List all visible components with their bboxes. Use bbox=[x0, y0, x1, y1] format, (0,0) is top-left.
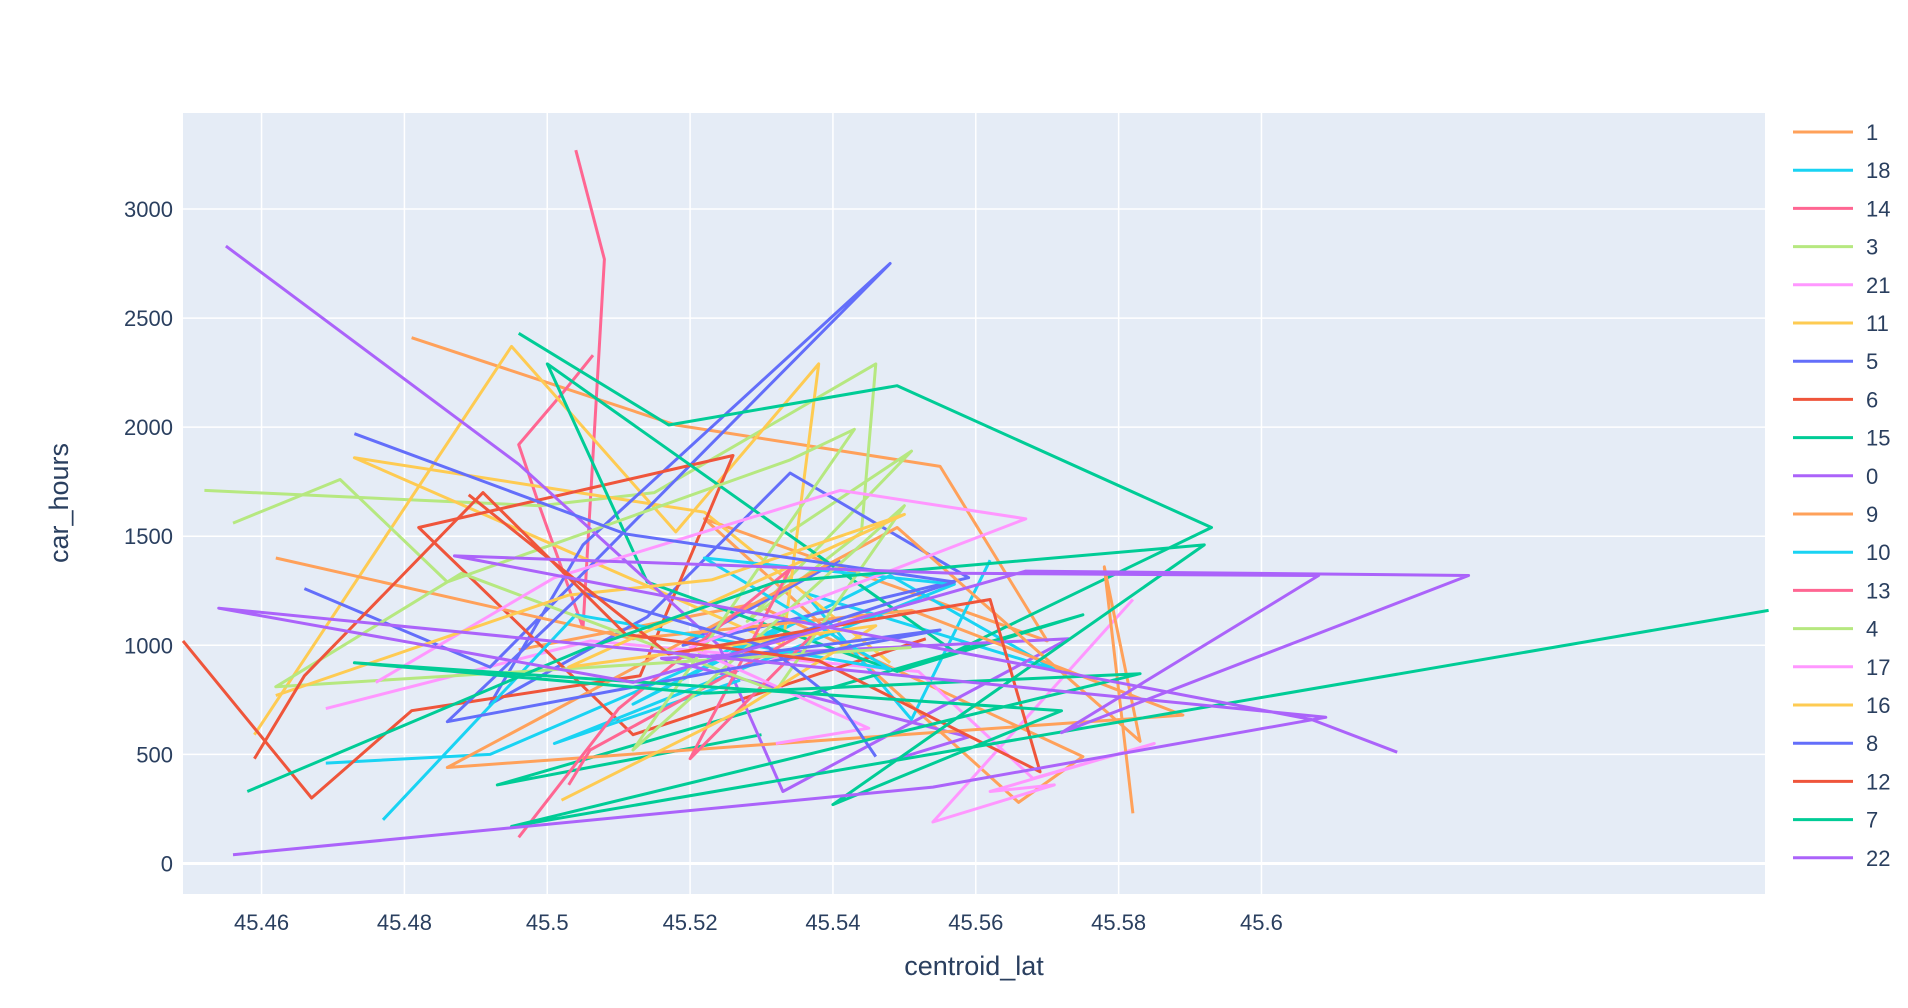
legend-item-4: 4 bbox=[1793, 617, 1878, 642]
legend-label: 4 bbox=[1866, 617, 1878, 642]
x-tick-label: 45.48 bbox=[377, 910, 432, 935]
legend-label: 7 bbox=[1866, 808, 1878, 833]
legend: 1 18 14 3 21 11 5 6 15 0 9 10 13 4 17 16 8 12 7 22 bbox=[1793, 120, 1890, 871]
legend-item-0: 0 bbox=[1793, 464, 1878, 489]
y-tick-labels: 0 500 1000 1500 2000 2500 3000 bbox=[124, 197, 173, 876]
legend-label: 16 bbox=[1866, 693, 1890, 718]
legend-label: 5 bbox=[1866, 349, 1878, 374]
series-line-12 bbox=[253, 491, 1042, 774]
series-line-15 bbox=[495, 332, 1213, 787]
legend-label: 11 bbox=[1866, 311, 1889, 336]
legend-item-16: 16 bbox=[1793, 693, 1890, 718]
legend-item-21: 21 bbox=[1793, 273, 1890, 298]
legend-item-18: 18 bbox=[1793, 158, 1890, 183]
legend-item-6: 6 bbox=[1793, 387, 1878, 412]
y-tick-label: 2000 bbox=[124, 415, 173, 440]
x-tick-labels: 45.46 45.48 45.5 45.52 45.54 45.56 45.58 45.6 bbox=[234, 910, 1283, 935]
legend-item-1: 1 bbox=[1793, 120, 1878, 145]
legend-label: 13 bbox=[1866, 578, 1890, 603]
legend-item-13: 13 bbox=[1793, 578, 1890, 603]
y-tick-label: 500 bbox=[136, 742, 173, 767]
series-line-6 bbox=[181, 454, 927, 800]
series-line-22 bbox=[217, 554, 1471, 857]
series-line-4 bbox=[232, 427, 912, 752]
y-tick-label: 0 bbox=[161, 851, 173, 876]
y-tick-label: 1500 bbox=[124, 524, 173, 549]
legend-label: 3 bbox=[1866, 235, 1878, 260]
legend-item-3: 3 bbox=[1793, 235, 1878, 260]
legend-label: 21 bbox=[1866, 273, 1890, 298]
y-tick-label: 1000 bbox=[124, 633, 173, 658]
x-tick-label: 45.46 bbox=[234, 910, 289, 935]
legend-label: 6 bbox=[1866, 387, 1878, 412]
y-axis-title: car_hours bbox=[44, 443, 74, 563]
x-tick-label: 45.58 bbox=[1091, 910, 1146, 935]
legend-item-10: 10 bbox=[1793, 540, 1890, 565]
legend-item-17: 17 bbox=[1793, 655, 1890, 680]
series-line-13 bbox=[517, 567, 828, 839]
legend-label: 15 bbox=[1866, 426, 1890, 451]
series-lines bbox=[181, 149, 1769, 857]
legend-label: 9 bbox=[1866, 502, 1878, 527]
x-axis-title: centroid_lat bbox=[904, 951, 1044, 981]
legend-item-14: 14 bbox=[1793, 196, 1890, 221]
legend-item-15: 15 bbox=[1793, 426, 1890, 451]
legend-label: 0 bbox=[1866, 464, 1878, 489]
series-line-3 bbox=[204, 362, 913, 623]
legend-label: 10 bbox=[1866, 540, 1890, 565]
legend-label: 12 bbox=[1866, 769, 1890, 794]
legend-item-12: 12 bbox=[1793, 769, 1890, 794]
series-line-7 bbox=[246, 543, 1769, 828]
x-tick-label: 45.5 bbox=[526, 910, 569, 935]
x-tick-label: 45.54 bbox=[805, 910, 860, 935]
legend-label: 22 bbox=[1866, 846, 1890, 871]
legend-item-8: 8 bbox=[1793, 731, 1878, 756]
legend-item-9: 9 bbox=[1793, 502, 1878, 527]
y-tick-label: 2500 bbox=[124, 306, 173, 331]
legend-label: 14 bbox=[1866, 196, 1890, 221]
legend-item-11: 11 bbox=[1793, 311, 1889, 336]
legend-label: 18 bbox=[1866, 158, 1890, 183]
x-tick-label: 45.52 bbox=[663, 910, 718, 935]
legend-item-22: 22 bbox=[1793, 846, 1890, 871]
legend-label: 8 bbox=[1866, 731, 1878, 756]
y-tick-label: 3000 bbox=[124, 197, 173, 222]
legend-label: 1 bbox=[1866, 120, 1878, 145]
legend-item-7: 7 bbox=[1793, 808, 1878, 833]
series-line-17 bbox=[375, 488, 1028, 745]
legend-item-5: 5 bbox=[1793, 349, 1878, 374]
series-line-8 bbox=[353, 432, 956, 758]
x-tick-label: 45.6 bbox=[1240, 910, 1283, 935]
legend-label: 17 bbox=[1866, 655, 1890, 680]
x-tick-label: 45.56 bbox=[948, 910, 1003, 935]
